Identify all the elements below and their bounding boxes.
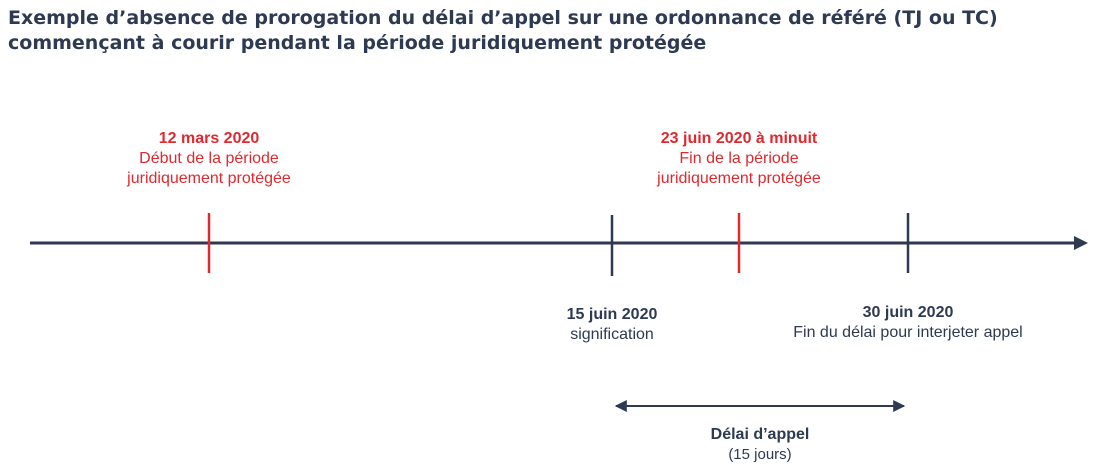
event-date: 15 juin 2020 [566,306,658,323]
span-sublabel: (15 jours) [728,446,792,463]
event-line-1: Fin de la période [679,150,799,167]
event-date: 30 juin 2020 [862,304,954,321]
event-line-2: juridiquement protégée [127,170,291,187]
timeline-arrow-head [1074,236,1088,250]
event-date: 23 juin 2020 à minuit [660,130,818,147]
event-line-2: juridiquement protégée [657,170,821,187]
event-end-appeal-delay: 30 juin 2020 Fin du délai pour interjete… [778,303,1038,343]
event-line-1: Fin du délai pour interjeter appel [793,324,1023,341]
event-date: 12 mars 2020 [158,130,260,147]
event-end-protected-period: 23 juin 2020 à minuit Fin de la période … [619,129,859,189]
span-label: Délai d’appel [710,426,810,443]
title-line-1: Exemple d’absence de prorogation du déla… [8,7,998,29]
event-line-1: signification [570,326,654,343]
event-line-1: Début de la période [139,150,279,167]
event-start-protected-period: 12 mars 2020 Début de la période juridiq… [109,129,309,189]
appeal-delay-label: Délai d’appel (15 jours) [660,425,860,465]
diagram-title: Exemple d’absence de prorogation du déla… [8,6,1088,56]
event-signification: 15 juin 2020 signification [537,305,687,345]
title-line-2: commençant à courir pendant la période j… [8,32,707,54]
